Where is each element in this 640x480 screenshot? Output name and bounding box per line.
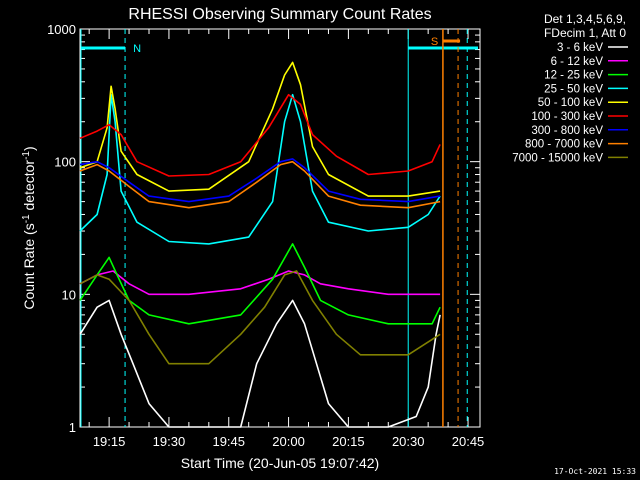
- y-axis-label-mid: detector: [21, 160, 37, 215]
- legend-header-2: FDecim 1, Att 0: [544, 26, 626, 40]
- x-tick-label: 20:45: [452, 434, 485, 449]
- legend-entry-label: 800 - 7000 keV: [525, 139, 603, 151]
- series-line-0: [79, 299, 441, 428]
- y-axis: 1 10 100 1000: [47, 22, 480, 435]
- series-group: [79, 61, 441, 428]
- series-line-4: [79, 61, 441, 197]
- x-tick-label: 20:00: [272, 434, 305, 449]
- legend-entry-label: 300 - 800 keV: [531, 125, 603, 137]
- chart-title: RHESSI Observing Summary Count Rates: [128, 6, 431, 23]
- legend-entry-label: 50 - 100 keV: [538, 97, 604, 109]
- x-tick-label: 19:30: [153, 434, 186, 449]
- plot-frame: [79, 28, 481, 428]
- y-tick-label: 100: [54, 155, 76, 170]
- legend-entry-label: 7000 - 15000 keV: [512, 152, 603, 164]
- x-tick-label: 20:30: [392, 434, 425, 449]
- x-axis: 19:15 19:30 19:45 20:00 20:15 20:30 20:45: [88, 29, 485, 449]
- x-tick-label: 19:45: [212, 434, 245, 449]
- y-axis-label-sup1: -1: [21, 214, 32, 223]
- y-axis-label-sup2: -1: [21, 151, 32, 160]
- series-line-2: [79, 243, 441, 325]
- x-axis-label: Start Time (20-Jun-05 19:07:42): [181, 455, 379, 471]
- series-line-3: [79, 93, 441, 245]
- legend-entry-label: 12 - 25 keV: [544, 70, 603, 82]
- series-line-5: [79, 93, 441, 177]
- night-label: N: [133, 43, 141, 55]
- series-line-7: [79, 160, 441, 209]
- series-line-8: [79, 270, 441, 365]
- timestamp: 17-Oct-2021 15:33: [554, 467, 636, 476]
- legend-entry-label: 6 - 12 keV: [551, 56, 604, 68]
- saa-label: S: [431, 36, 438, 48]
- y-axis-label-main: Count Rate (s: [21, 223, 37, 309]
- y-axis-label: Count Rate (s-1 detector-1): [21, 146, 37, 309]
- y-axis-label-end: ): [21, 146, 37, 151]
- x-tick-label: 20:15: [332, 434, 365, 449]
- legend-header-1: Det 1,3,4,5,6,9,: [544, 12, 626, 26]
- legend-entry-label: 3 - 6 keV: [557, 42, 603, 54]
- series-line-1: [79, 270, 441, 296]
- series-line-6: [79, 158, 441, 203]
- y-tick-label: 10: [62, 287, 76, 302]
- legend: Det 1,3,4,5,6,9, FDecim 1, Att 0 3 - 6 k…: [512, 12, 628, 164]
- legend-entry-label: 100 - 300 keV: [531, 111, 603, 123]
- y-tick-label: 1000: [47, 22, 76, 37]
- x-tick-label: 19:15: [93, 434, 126, 449]
- legend-entry-label: 25 - 50 keV: [544, 83, 603, 95]
- y-tick-label: 1: [69, 420, 76, 435]
